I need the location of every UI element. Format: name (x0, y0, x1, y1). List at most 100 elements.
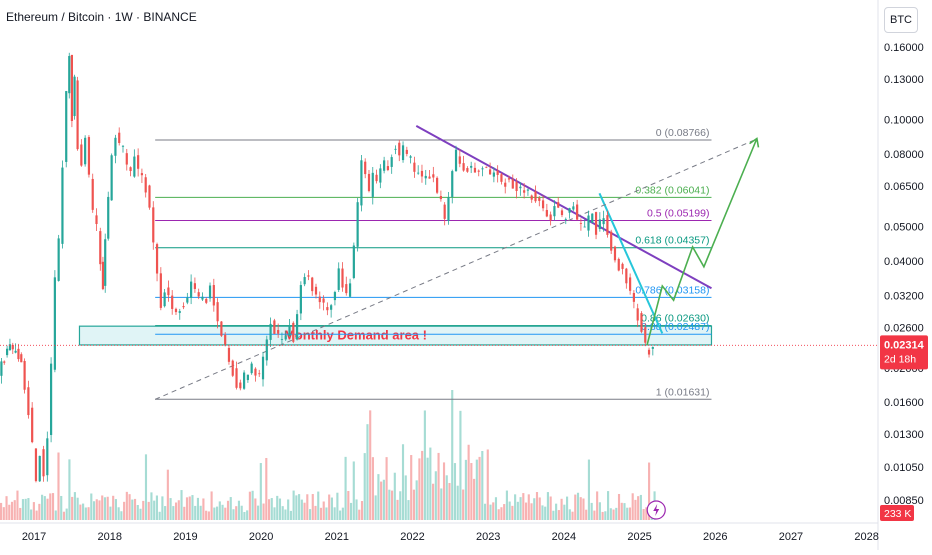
candle-body (107, 196, 110, 239)
volume-bar (645, 507, 648, 520)
currency-badge[interactable]: BTC (884, 7, 918, 33)
volume-bar (38, 503, 41, 520)
volume-bar (415, 480, 418, 520)
volume-bar (276, 495, 279, 520)
volume-bar (289, 510, 292, 520)
volume-bar (604, 511, 607, 520)
volume-bar (229, 497, 232, 520)
volume-bar (503, 504, 506, 520)
volume-bar (205, 510, 208, 520)
fib-label-0.382: 0.382 (0.06041) (635, 184, 709, 196)
candle-body (617, 258, 620, 271)
volume-bar (426, 457, 429, 520)
y-tick-label-10: 0.01600 (884, 397, 924, 409)
x-tick-label-2017: 2017 (22, 531, 46, 543)
candle-body (277, 330, 280, 334)
candle-body (526, 189, 530, 191)
volume-bar (470, 463, 473, 520)
volume-bar (237, 500, 241, 520)
volume-bar (445, 475, 448, 520)
x-tick-label-2018: 2018 (98, 531, 122, 543)
volume-bar (374, 495, 377, 520)
candle-body (602, 218, 605, 225)
trendline-support-dashed (154, 140, 754, 400)
volume-bar (489, 504, 492, 520)
volume-bar (43, 496, 46, 520)
candle-body (515, 181, 518, 191)
volume-bar (174, 502, 178, 520)
candle-body (3, 361, 6, 363)
volume-bar (347, 491, 350, 520)
candle-body (636, 308, 639, 321)
candle-body (409, 156, 412, 158)
candle-body (314, 286, 318, 295)
x-tick-label-2028: 2028 (854, 531, 878, 543)
volume-bar (243, 511, 246, 520)
candle-body (504, 182, 507, 187)
volume-bar (333, 507, 336, 520)
volume-tag-value: 233 K (884, 508, 911, 520)
candle-body (208, 285, 212, 299)
candle-body (84, 137, 87, 165)
volume-bar (246, 510, 249, 520)
volume-bar (41, 494, 44, 520)
volume-bar (68, 459, 71, 520)
volume-bar (404, 475, 407, 520)
volume-bar (144, 454, 148, 520)
candle-body (246, 374, 249, 381)
candle-body (110, 155, 113, 201)
volume-bar (164, 506, 167, 520)
volume-bar (516, 501, 519, 520)
volume-bar (73, 492, 76, 520)
candle-body (481, 168, 484, 170)
candle-body (375, 174, 378, 182)
lightning-glyph (653, 504, 660, 516)
candle-body (466, 168, 469, 172)
candle-body (42, 449, 45, 477)
volume-bar (60, 495, 63, 520)
fib-label-0: 0 (0.08766) (656, 127, 710, 139)
volume-bar (314, 505, 317, 520)
volume-bar (330, 497, 333, 520)
volume-bar (199, 505, 202, 520)
volume-bar (366, 424, 369, 520)
volume-bar (114, 499, 117, 520)
volume-bar (336, 492, 339, 520)
volume-bar (87, 507, 90, 520)
candle-body (549, 214, 552, 221)
y-tick-label-12: 0.01050 (884, 462, 924, 474)
candle-body (118, 132, 121, 144)
volume-bar (560, 498, 563, 520)
volume-bar (218, 501, 221, 520)
volume-bar (254, 498, 257, 520)
candle-body (171, 295, 174, 309)
volume-bar (21, 499, 25, 520)
volume-bar (191, 495, 194, 520)
candle-body (280, 339, 284, 340)
candle-body (632, 292, 636, 302)
candle-body (583, 226, 586, 228)
volume-bar (473, 478, 476, 520)
volume-bar (593, 510, 596, 520)
volume-bar (568, 509, 571, 520)
candle-body (613, 246, 617, 261)
volume-bar (24, 498, 27, 520)
volume-bar (308, 509, 312, 520)
candle-body (49, 363, 53, 435)
candle-body (341, 268, 344, 288)
volume-bar (136, 505, 139, 520)
volume-bar (131, 499, 134, 520)
volume-bar (396, 499, 399, 520)
candle-body (239, 382, 242, 389)
fib-label-0.786: 0.786 (0.03158) (635, 284, 709, 296)
fib-label-0.618: 0.618 (0.04357) (635, 235, 709, 247)
volume-bar (453, 463, 457, 520)
volume-bar (317, 491, 320, 520)
candle-body (295, 314, 299, 340)
candle-body (212, 285, 215, 306)
candle-body (31, 407, 34, 443)
candle-body (269, 323, 272, 340)
candle-body (258, 373, 261, 375)
